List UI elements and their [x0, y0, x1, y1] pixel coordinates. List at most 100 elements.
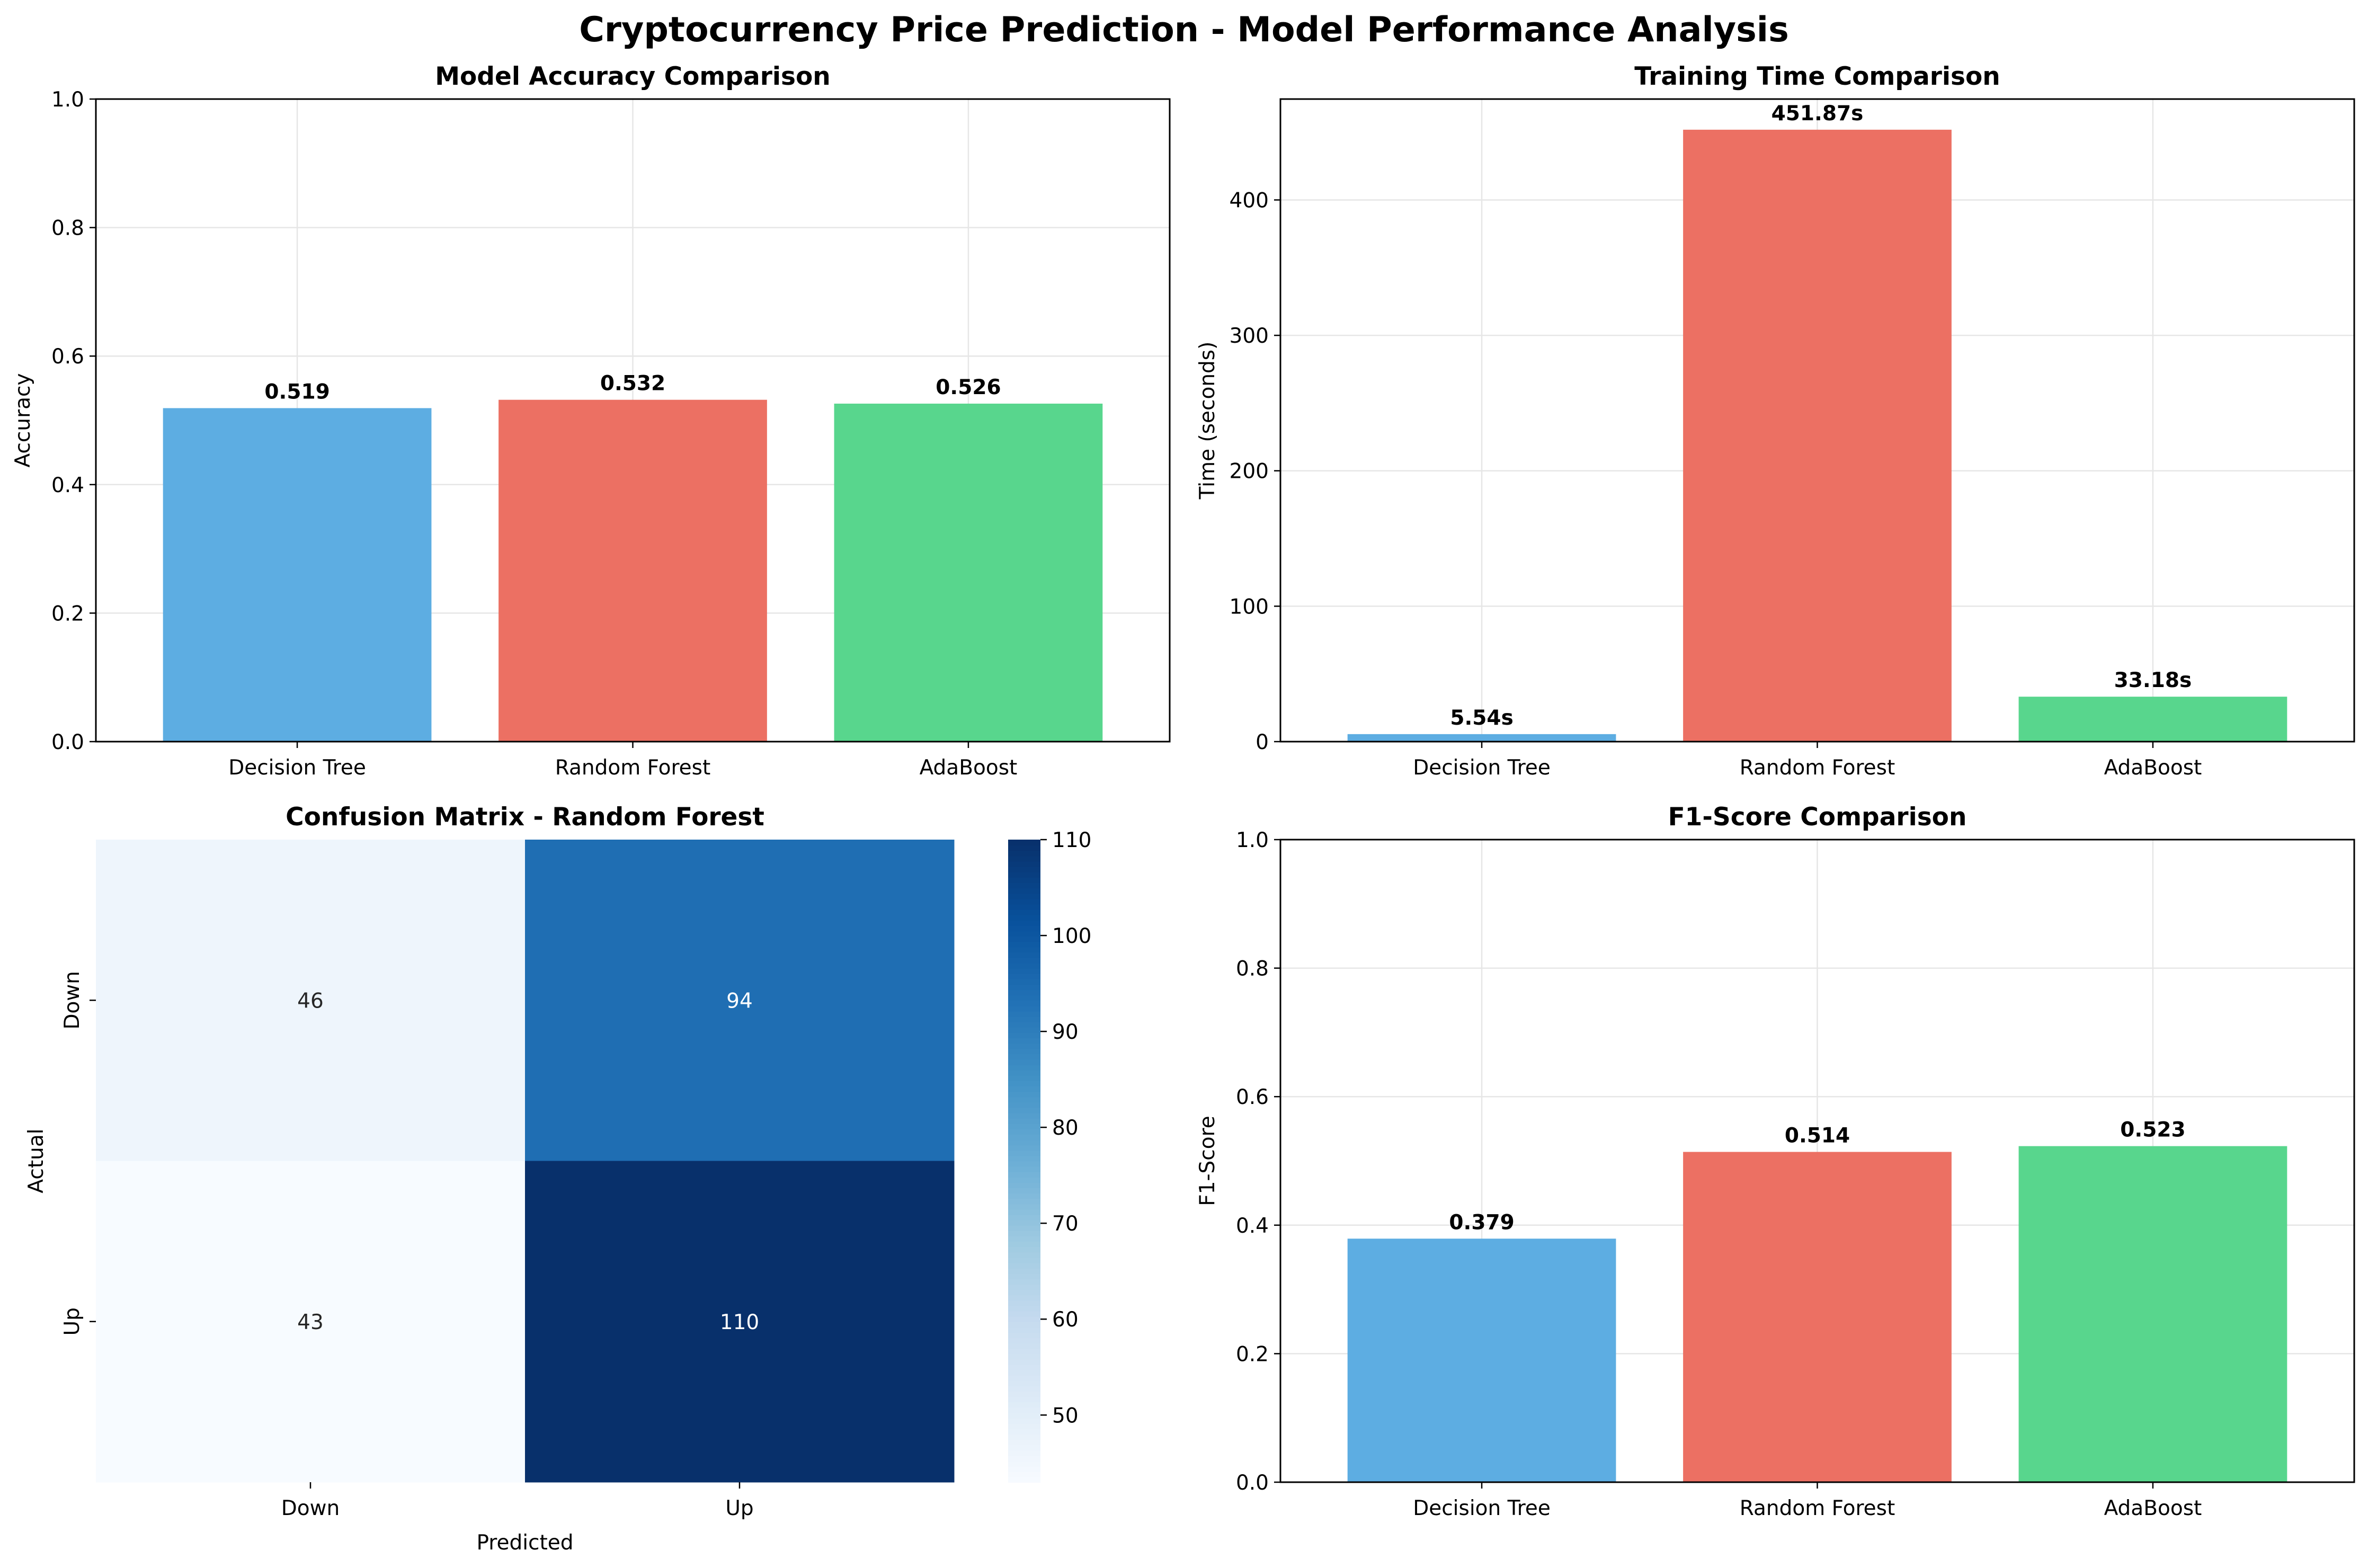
- y-tick-label: 0: [1256, 730, 1269, 754]
- colorbar-segment: [1008, 1295, 1040, 1301]
- colorbar-segment: [1008, 1391, 1040, 1397]
- colorbar-segment: [1008, 1011, 1040, 1017]
- colorbar-segment: [1008, 1455, 1040, 1462]
- x-tick-label: Decision Tree: [1413, 756, 1551, 780]
- colorbar-segment: [1008, 1209, 1040, 1215]
- cell-value: 110: [720, 1311, 759, 1334]
- colorbar-segment: [1008, 1246, 1040, 1253]
- colorbar-segment: [1008, 995, 1040, 1001]
- colorbar-segment: [1008, 1460, 1040, 1467]
- data-label: 451.87s: [1771, 102, 1864, 126]
- colorbar-segment: [1008, 1048, 1040, 1055]
- colorbar-segment: [1008, 1027, 1040, 1033]
- data-label: 0.526: [936, 376, 1001, 399]
- colorbar-segment: [1008, 1091, 1040, 1098]
- colorbar-segment: [1008, 1423, 1040, 1429]
- x-tick-label: AdaBoost: [2104, 756, 2202, 780]
- colorbar-segment: [1008, 1439, 1040, 1446]
- colorbar-segment: [1008, 1300, 1040, 1306]
- chart-title: Training Time Comparison: [1634, 62, 2000, 91]
- y-tick-label: 0.4: [1236, 1214, 1269, 1238]
- colorbar-segment: [1008, 984, 1040, 991]
- colorbar-segment: [1008, 1402, 1040, 1408]
- colorbar-segment: [1008, 1016, 1040, 1022]
- colorbar-tick-label: 110: [1052, 828, 1091, 852]
- colorbar-segment: [1008, 1161, 1040, 1167]
- colorbar-segment: [1008, 1375, 1040, 1381]
- colorbar-segment: [1008, 1364, 1040, 1370]
- y-tick-label: 1.0: [51, 88, 84, 112]
- colorbar-segment: [1008, 1273, 1040, 1279]
- colorbar-segment: [1008, 893, 1040, 899]
- colorbar-segment: [1008, 1268, 1040, 1274]
- colorbar-segment: [1008, 1252, 1040, 1258]
- colorbar-segment: [1008, 1182, 1040, 1189]
- y-tick-label: 0.6: [1236, 1085, 1269, 1109]
- y-axis-label: Accuracy: [11, 373, 35, 467]
- x-tick-label: Decision Tree: [1413, 1496, 1551, 1520]
- chart-title: Confusion Matrix - Random Forest: [286, 803, 764, 832]
- y-tick-label: 0.8: [51, 217, 84, 240]
- colorbar-segment: [1008, 1230, 1040, 1237]
- y-tick-label: 1.0: [1236, 828, 1269, 852]
- bar: [834, 403, 1103, 742]
- colorbar-segment: [1008, 898, 1040, 905]
- y-tick-label: 100: [1230, 595, 1269, 619]
- y-axis-label: F1-Score: [1196, 1116, 1219, 1206]
- colorbar-segment: [1008, 840, 1040, 846]
- colorbar-tick-label: 70: [1052, 1212, 1079, 1236]
- colorbar-segment: [1008, 1369, 1040, 1376]
- colorbar-segment: [1008, 871, 1040, 878]
- cell-value: 46: [297, 989, 324, 1013]
- colorbar-segment: [1008, 909, 1040, 915]
- colorbar-segment: [1008, 1198, 1040, 1205]
- colorbar-segment: [1008, 904, 1040, 910]
- colorbar-segment: [1008, 1321, 1040, 1328]
- colorbar-segment: [1008, 1097, 1040, 1103]
- colorbar-segment: [1008, 1204, 1040, 1210]
- colorbar-segment: [1008, 963, 1040, 969]
- colorbar-segment: [1008, 1476, 1040, 1483]
- colorbar-tick-label: 90: [1052, 1020, 1079, 1044]
- x-tick-label: Decision Tree: [228, 756, 366, 780]
- data-label: 5.54s: [1450, 706, 1513, 730]
- figure-title: Cryptocurrency Price Prediction - Model …: [579, 10, 1789, 50]
- y-tick-label: 0.0: [1236, 1471, 1269, 1495]
- colorbar-segment: [1008, 990, 1040, 996]
- colorbar-segment: [1008, 1434, 1040, 1440]
- y-axis-label: Time (seconds): [1196, 342, 1219, 500]
- colorbar-segment: [1008, 1166, 1040, 1172]
- x-tick-label: AdaBoost: [2104, 1496, 2202, 1520]
- colorbar-segment: [1008, 1380, 1040, 1387]
- colorbar-segment: [1008, 850, 1040, 857]
- heatmap-cell: [96, 840, 526, 1161]
- colorbar-segment: [1008, 1171, 1040, 1178]
- colorbar-segment: [1008, 1412, 1040, 1419]
- colorbar-segment: [1008, 936, 1040, 942]
- colorbar-segment: [1008, 1305, 1040, 1312]
- colorbar-segment: [1008, 947, 1040, 953]
- colorbar-segment: [1008, 1289, 1040, 1296]
- chart-title: Model Accuracy Comparison: [435, 62, 831, 91]
- y-tick-label: 0.2: [51, 602, 84, 626]
- colorbar-segment: [1008, 1353, 1040, 1360]
- data-label: 0.523: [2120, 1118, 2185, 1142]
- colorbar-segment: [1008, 1080, 1040, 1086]
- colorbar-segment: [1008, 1278, 1040, 1285]
- colorbar-segment: [1008, 1225, 1040, 1231]
- bar: [1347, 734, 1616, 742]
- colorbar-segment: [1008, 1338, 1040, 1344]
- colorbar-tick-label: 80: [1052, 1116, 1079, 1140]
- chart-title: F1-Score Comparison: [1668, 803, 1967, 832]
- data-label: 0.532: [600, 372, 665, 396]
- y-tick-label: 0.2: [1236, 1342, 1269, 1366]
- colorbar-segment: [1008, 1102, 1040, 1108]
- colorbar-segment: [1008, 1085, 1040, 1092]
- x-tick-label: Random Forest: [1740, 756, 1895, 780]
- colorbar-segment: [1008, 1466, 1040, 1472]
- colorbar-segment: [1008, 1386, 1040, 1392]
- colorbar-segment: [1008, 1107, 1040, 1113]
- x-axis-label: Predicted: [476, 1531, 573, 1555]
- colorbar-segment: [1008, 920, 1040, 926]
